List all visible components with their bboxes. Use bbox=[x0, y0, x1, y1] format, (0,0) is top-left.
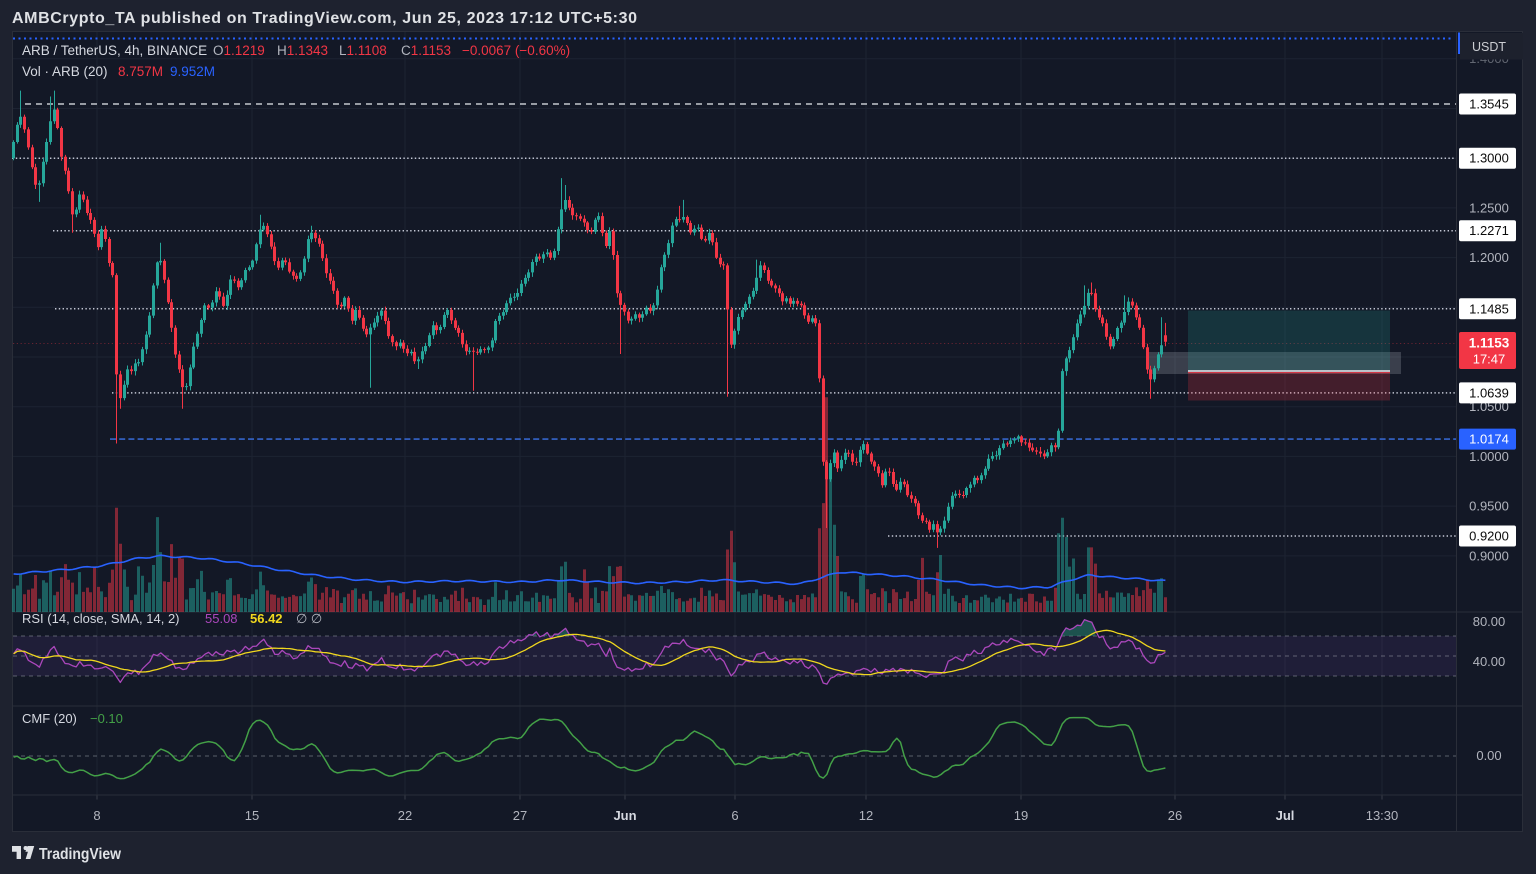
svg-text:22: 22 bbox=[398, 808, 412, 823]
svg-text:1.2271: 1.2271 bbox=[1469, 223, 1509, 238]
svg-text:9.952M: 9.952M bbox=[170, 64, 215, 79]
svg-text:−0.0067 (−0.60%): −0.0067 (−0.60%) bbox=[462, 43, 570, 58]
svg-text:56.42: 56.42 bbox=[250, 611, 283, 626]
svg-text:55.08: 55.08 bbox=[205, 611, 238, 626]
svg-text:1.2000: 1.2000 bbox=[1469, 250, 1509, 265]
svg-text:1.0639: 1.0639 bbox=[1469, 385, 1509, 400]
svg-text:17:47: 17:47 bbox=[1473, 352, 1506, 367]
svg-text:1.2500: 1.2500 bbox=[1469, 200, 1509, 215]
svg-text:0.00: 0.00 bbox=[1476, 748, 1501, 763]
svg-text:1.0000: 1.0000 bbox=[1469, 449, 1509, 464]
svg-text:40.00: 40.00 bbox=[1473, 654, 1506, 669]
svg-text:0.9500: 0.9500 bbox=[1469, 499, 1509, 514]
svg-text:0.9200: 0.9200 bbox=[1469, 529, 1509, 544]
svg-text:1.1485: 1.1485 bbox=[1469, 301, 1509, 316]
svg-text:1.3545: 1.3545 bbox=[1469, 97, 1509, 112]
svg-text:L1.1108: L1.1108 bbox=[339, 43, 387, 58]
svg-text:RSI (14, close, SMA, 14, 2): RSI (14, close, SMA, 14, 2) bbox=[22, 611, 180, 626]
svg-text:19: 19 bbox=[1014, 808, 1028, 823]
svg-text:C1.1153: C1.1153 bbox=[401, 43, 451, 58]
svg-text:Jul: Jul bbox=[1276, 808, 1295, 823]
svg-text:AMBCrypto_TA published on Trad: AMBCrypto_TA published on TradingView.co… bbox=[12, 10, 637, 27]
svg-text:15: 15 bbox=[245, 808, 259, 823]
svg-text:CMF (20): CMF (20) bbox=[22, 711, 77, 726]
svg-text:27: 27 bbox=[513, 808, 527, 823]
svg-text:13:30: 13:30 bbox=[1366, 808, 1399, 823]
svg-text:80.00: 80.00 bbox=[1473, 614, 1506, 629]
svg-text:H1.1343: H1.1343 bbox=[277, 43, 328, 58]
svg-text:6: 6 bbox=[731, 808, 738, 823]
svg-text:26: 26 bbox=[1168, 808, 1182, 823]
svg-text:1.0174: 1.0174 bbox=[1469, 432, 1509, 447]
svg-text:8.757M: 8.757M bbox=[118, 64, 163, 79]
svg-text:12: 12 bbox=[859, 808, 873, 823]
svg-text:Jun: Jun bbox=[613, 808, 636, 823]
svg-text:TradingView: TradingView bbox=[39, 846, 121, 863]
svg-text:O1.1219: O1.1219 bbox=[213, 43, 265, 58]
svg-text:USDT: USDT bbox=[1472, 40, 1506, 54]
svg-text:Vol · ARB (20): Vol · ARB (20) bbox=[22, 64, 108, 79]
svg-text:1.3000: 1.3000 bbox=[1469, 151, 1509, 166]
svg-text:ARB / TetherUS, 4h, BINANCE: ARB / TetherUS, 4h, BINANCE bbox=[22, 43, 207, 58]
svg-text:−0.10: −0.10 bbox=[90, 711, 123, 726]
svg-text:8: 8 bbox=[93, 808, 100, 823]
svg-text:0.9000: 0.9000 bbox=[1469, 548, 1509, 563]
svg-text:∅ ∅: ∅ ∅ bbox=[296, 611, 322, 626]
svg-text:1.1153: 1.1153 bbox=[1469, 336, 1510, 351]
